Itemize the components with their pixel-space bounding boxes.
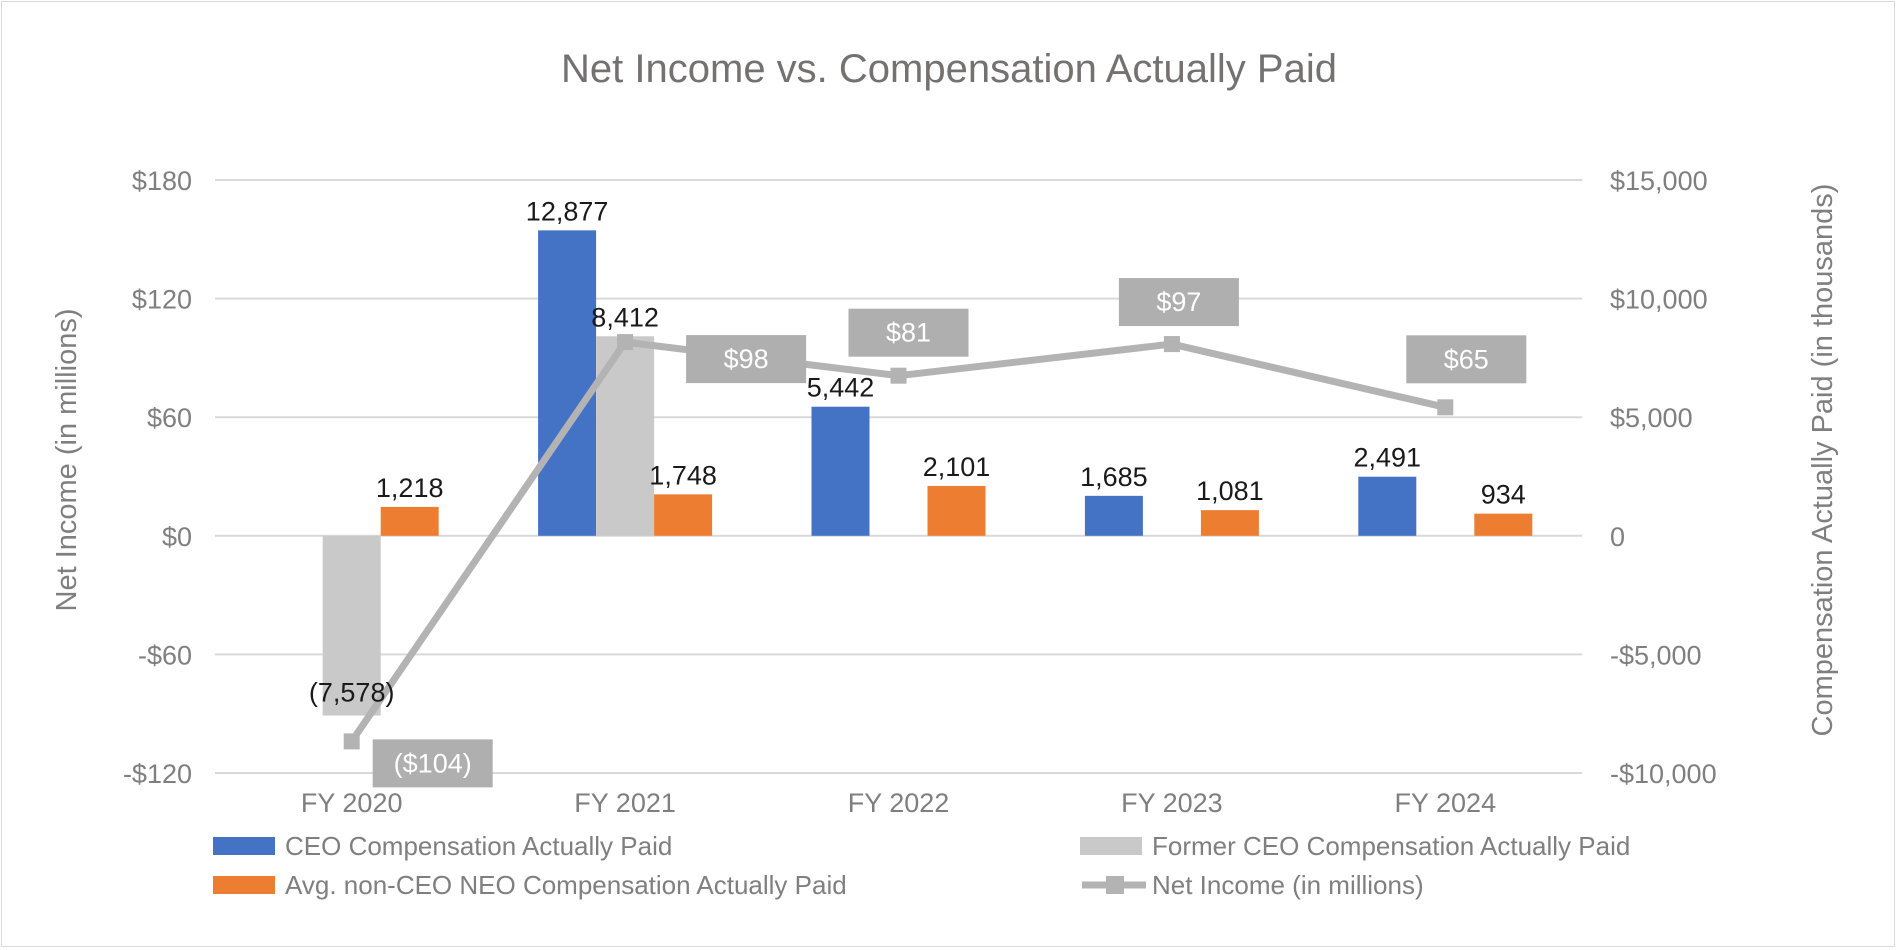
net-income-marker [343, 733, 360, 750]
bar [1200, 510, 1259, 536]
left-axis-title: Net Income (in millions) [51, 309, 83, 612]
net-income-series-line [348, 338, 1447, 744]
bar-data-label: 2,491 [1354, 443, 1422, 473]
x-axis-ticks: FY 2020 FY 2021 FY 2022 FY 2023 FY 2024 [301, 788, 1496, 818]
bar [1084, 495, 1143, 536]
net-income-callout: ($104) [372, 739, 493, 788]
bar-data-label: 934 [1481, 480, 1526, 510]
left-axis-ticks: $180 $120 $60 $0 -$60 -$120 [123, 166, 192, 789]
net-income-callout: $81 [848, 308, 969, 357]
legend-swatch [213, 837, 275, 855]
net-income-callout-text: $97 [1156, 287, 1201, 317]
legend-item: CEO Compensation Actually Paid [213, 831, 672, 861]
left-tick-label: $120 [132, 285, 192, 315]
right-axis-title: Compensation Actually Paid (in thousands… [1807, 184, 1839, 737]
left-tick-label: $0 [162, 522, 192, 552]
bar-data-label: 1,748 [649, 460, 717, 490]
net-income-callout-box [686, 335, 807, 384]
right-tick-label: 0 [1610, 522, 1625, 552]
net-income-callout-text: $98 [724, 344, 769, 374]
legend-marker-swatch [1106, 876, 1124, 894]
x-tick-label: FY 2021 [574, 788, 676, 818]
left-tick-label: -$60 [138, 640, 192, 670]
legend-item: Former CEO Compensation Actually Paid [1080, 831, 1630, 861]
right-tick-label: $10,000 [1610, 285, 1708, 315]
bar-data-label: 8,412 [591, 302, 659, 332]
legend-swatch [213, 876, 275, 894]
net-income-labels: ($104) $98 $81 $97 $65 [372, 278, 1527, 788]
bar-data-label: 1,218 [376, 473, 444, 503]
bar [811, 406, 870, 536]
net-income-callout-box [848, 308, 969, 357]
bar-data-label: 1,081 [1196, 476, 1264, 506]
net-income-marker [890, 367, 907, 384]
x-tick-label: FY 2023 [1121, 788, 1223, 818]
chart-title: Net Income vs. Compensation Actually Pai… [561, 47, 1337, 91]
x-tick-label: FY 2022 [848, 788, 950, 818]
left-tick-label: $180 [132, 166, 192, 196]
bar [538, 230, 597, 536]
net-income-marker [617, 334, 634, 351]
legend-label: CEO Compensation Actually Paid [285, 831, 672, 861]
right-tick-label: -$5,000 [1610, 640, 1702, 670]
bar [380, 506, 439, 536]
net-income-marker [1437, 399, 1454, 416]
net-income-callout-text: $81 [886, 318, 931, 348]
net-income-callout-box [1118, 278, 1239, 327]
bar [1474, 513, 1533, 536]
net-income-callout-text: $65 [1444, 344, 1489, 374]
net-income-line [343, 334, 1454, 750]
right-tick-label: $15,000 [1610, 166, 1708, 196]
bar-data-label: 5,442 [807, 373, 875, 403]
net-income-callout: $98 [686, 335, 807, 384]
x-tick-label: FY 2024 [1395, 788, 1497, 818]
bar-data-label: 1,685 [1080, 462, 1148, 492]
right-axis-ticks: $15,000 $10,000 $5,000 0 -$5,000 -$10,000 [1610, 166, 1717, 789]
bar [927, 485, 986, 536]
bar-data-label: 12,877 [526, 196, 609, 226]
right-tick-label: -$10,000 [1610, 759, 1717, 789]
net-income-callout-text: ($104) [394, 748, 472, 778]
net-income-marker [1163, 336, 1180, 353]
legend-item: Net Income (in millions) [1082, 870, 1424, 900]
net-income-callout-box [372, 739, 493, 788]
gridlines [215, 179, 1582, 774]
bar-data-label: 2,101 [923, 452, 991, 482]
bar [1358, 476, 1417, 536]
net-income-callout: $97 [1118, 278, 1239, 327]
bar-data-labels: 12,877 5,442 1,685 2,491 (7,578) 8,412 1,218 1,… [309, 196, 1526, 707]
bars [322, 230, 1533, 716]
legend-label: Net Income (in millions) [1152, 870, 1424, 900]
left-tick-label: $60 [147, 403, 192, 433]
bar [322, 535, 381, 716]
bar-data-label: (7,578) [309, 678, 395, 708]
legend-item: Avg. non-CEO NEO Compensation Actually P… [213, 870, 847, 900]
x-tick-label: FY 2020 [301, 788, 403, 818]
legend-label: Avg. non-CEO NEO Compensation Actually P… [285, 870, 847, 900]
legend: CEO Compensation Actually Paid Former CEO… [213, 831, 1630, 900]
net-income-callout-box [1406, 335, 1527, 384]
left-tick-label: -$120 [123, 759, 192, 789]
bar [654, 494, 713, 536]
net-income-callout: $65 [1406, 335, 1527, 384]
right-tick-label: $5,000 [1610, 403, 1693, 433]
legend-label: Former CEO Compensation Actually Paid [1152, 831, 1630, 861]
legend-swatch [1080, 837, 1142, 855]
